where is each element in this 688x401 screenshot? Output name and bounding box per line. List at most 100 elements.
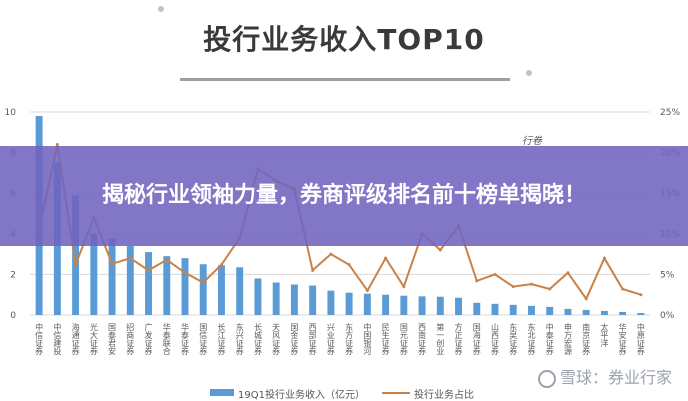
bar — [254, 278, 262, 315]
x-tick-label: 国信证券 — [199, 323, 208, 356]
x-tick-label: 太平洋 — [600, 322, 609, 348]
ratio-point — [201, 281, 205, 285]
x-tick-label: 国泰君安 — [108, 323, 117, 356]
x-tick-label: 长江证券 — [217, 322, 226, 356]
ratio-point — [165, 258, 169, 262]
bar — [528, 305, 535, 315]
headline-text: 揭秘行业领袖力量，券商评级排名前十榜单揭晓！ — [101, 183, 586, 208]
ratio-point — [110, 262, 114, 266]
y-left-tick-label: 0 — [10, 311, 16, 321]
bar — [345, 292, 353, 315]
bar — [436, 296, 444, 315]
y-right-tick-label: 5% — [660, 270, 675, 280]
ratio-point — [147, 268, 151, 272]
bar — [145, 252, 152, 315]
x-tick-label: 华安证券 — [618, 322, 627, 356]
ratio-point — [402, 285, 406, 289]
bar — [400, 295, 408, 315]
ratio-point — [529, 282, 533, 286]
bar — [491, 303, 499, 315]
ratio-point — [74, 263, 78, 267]
chart-title: 投行业务收入TOP10 — [203, 23, 485, 56]
x-tick-label: 西南证券 — [418, 323, 427, 356]
ratio-point — [639, 293, 643, 297]
ratio-point — [548, 287, 552, 291]
bar — [363, 293, 371, 315]
bar — [546, 306, 554, 315]
x-tick-label: 国金证券 — [290, 323, 299, 356]
ratio-point — [584, 297, 588, 301]
x-tick-label: 西部证券 — [308, 323, 317, 356]
legend-bar-label: 19Q1投行业务收入（亿元） — [238, 390, 365, 401]
legend-line-label: 投行业务占比 — [414, 390, 474, 401]
bar — [637, 312, 645, 315]
y-left-tick-label: 2 — [10, 270, 16, 280]
x-tick-label: 东方证券 — [345, 322, 354, 356]
chart-legend: 19Q1投行业务收入（亿元） 投行业务占比 — [0, 386, 688, 401]
bar — [126, 245, 134, 315]
x-tick-label: 东吴证券 — [509, 322, 518, 356]
x-tick-label: 兴业证券 — [326, 323, 335, 356]
title-decoration-dot — [158, 6, 164, 12]
ratio-point — [475, 279, 479, 283]
ratio-point — [329, 252, 333, 256]
bar — [272, 282, 280, 315]
ratio-point — [219, 263, 223, 267]
bar — [619, 311, 627, 315]
x-tick-label: 东北证券 — [527, 322, 536, 356]
legend-bar-swatch — [210, 389, 234, 396]
x-tick-label: 光大证券 — [89, 322, 98, 356]
x-tick-label: 中国银河 — [363, 322, 372, 355]
legend-line-swatch — [382, 392, 410, 394]
bar — [236, 267, 244, 315]
x-tick-label: 方正证券 — [454, 322, 463, 356]
y-right-tick-label: 25% — [660, 108, 680, 118]
bar — [418, 296, 426, 315]
y-right-tick-label: 0% — [660, 311, 675, 321]
ratio-point — [365, 289, 369, 293]
bar — [509, 304, 517, 315]
ratio-point — [602, 256, 606, 260]
x-tick-label: 中信证券 — [35, 322, 44, 356]
y-left-tick-label: 10 — [5, 108, 17, 118]
bar — [327, 290, 335, 315]
x-tick-label: 山西证券 — [491, 322, 500, 356]
ratio-point — [384, 256, 388, 260]
bar — [564, 308, 572, 315]
ratio-point — [55, 142, 59, 146]
bar — [72, 195, 80, 315]
ratio-point — [183, 271, 187, 275]
ratio-point — [311, 268, 315, 272]
bar — [181, 258, 189, 315]
headline-banner: 揭秘行业领袖力量，券商评级排名前十榜单揭晓！ — [0, 146, 688, 246]
x-tick-label: 南京证券 — [582, 322, 591, 356]
bar — [309, 285, 317, 315]
x-tick-label: 中信建投 — [53, 322, 62, 356]
bar — [600, 310, 608, 315]
bar — [473, 302, 481, 315]
x-tick-label: 中原证券 — [636, 322, 645, 356]
bar — [163, 256, 171, 315]
x-tick-label: 民生证券 — [381, 323, 390, 356]
x-tick-label: 东兴证券 — [235, 322, 244, 356]
bar — [108, 237, 116, 315]
x-tick-label: 第一创业 — [436, 322, 445, 355]
x-tick-label: 国元证券 — [399, 323, 408, 356]
ratio-point — [128, 256, 132, 260]
bar — [290, 284, 298, 315]
ratio-point — [566, 271, 570, 275]
watermark: 雪球：券业行家 — [537, 364, 672, 388]
ratio-point — [347, 263, 351, 267]
ratio-point — [438, 248, 442, 252]
x-tick-label: 华泰证券 — [181, 322, 190, 356]
ratio-point — [621, 287, 625, 291]
ratio-point — [493, 272, 497, 276]
x-tick-label: 广发证券 — [144, 322, 153, 356]
bar — [455, 297, 462, 315]
watermark-text: 雪球：券业行家 — [559, 368, 672, 387]
x-tick-label: 申万宏源 — [563, 322, 572, 356]
bar — [582, 309, 590, 315]
x-tick-label: 华泰联合 — [162, 322, 171, 356]
x-tick-label: 天风证券 — [272, 323, 281, 356]
